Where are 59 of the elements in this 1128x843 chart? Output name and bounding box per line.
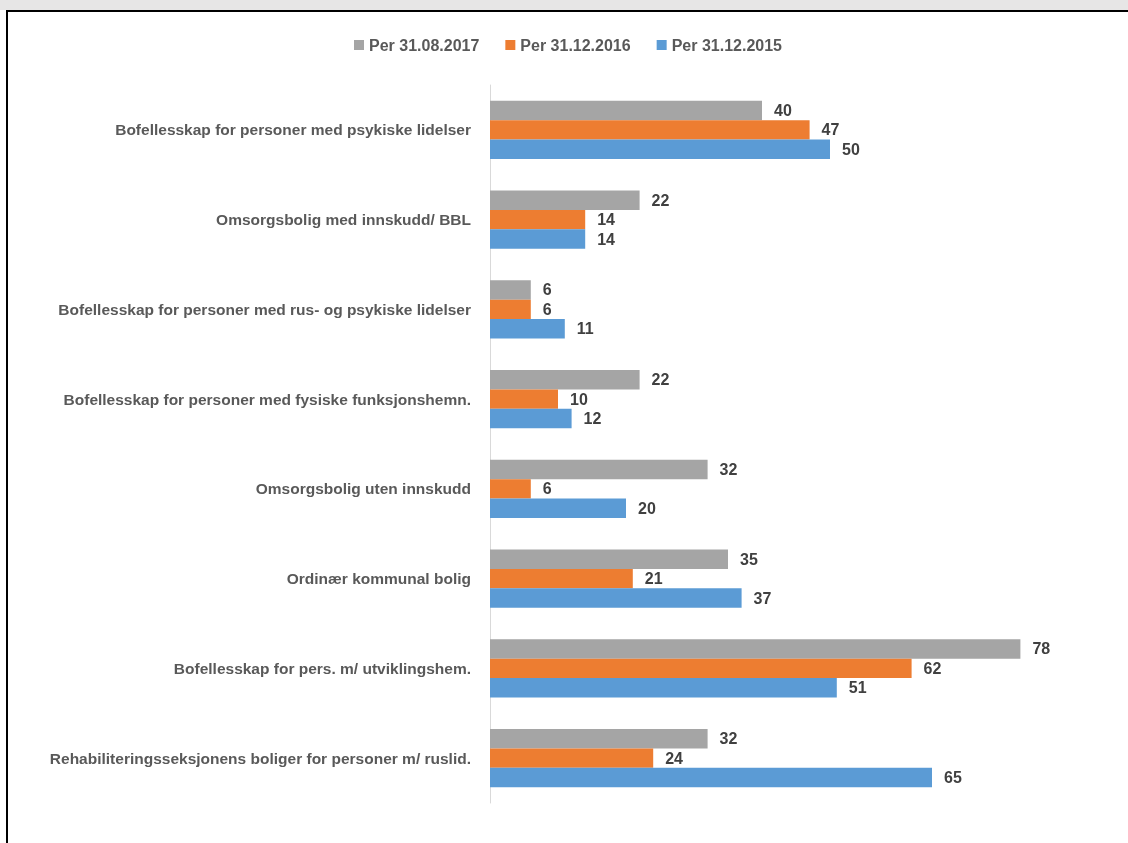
legend-label: Per 31.12.2015 [671,36,783,54]
data-label: 62 [923,659,942,677]
bar [490,459,708,480]
data-label: 24 [665,749,684,767]
data-label: 32 [719,730,738,748]
data-label: 14 [597,230,616,248]
data-label: 11 [576,320,594,338]
data-label: 47 [821,121,840,139]
data-label: 20 [638,499,656,517]
data-label: 6 [542,281,552,299]
bar [490,498,626,519]
data-label: 14 [597,211,616,229]
bar [490,139,830,160]
legend-label: Per 31.12.2016 [520,36,631,54]
bar [490,229,586,249]
data-label: 65 [944,769,962,787]
bar [490,408,572,429]
bar [490,120,810,140]
y-tick-label: Bofellesskap for personer med rus- og psykiske lidelser [58,300,471,318]
y-tick-label: Bofellesskap for personer med psykiske lidelser [115,121,471,139]
bar [490,549,728,569]
bar [490,369,640,390]
y-tick-label: Omsorgsbolig uten innskudd [255,480,471,498]
data-label: 22 [651,371,670,389]
data-label: 50 [842,140,860,158]
bar [490,588,742,608]
bar [490,319,565,339]
y-tick-label: Rehabiliteringsseksjonens boliger for personer m/ ruslid. [49,749,471,767]
data-label: 6 [542,300,552,318]
bar [490,100,762,121]
bar [490,728,708,749]
y-tick-label: Bofellesskap for personer med fysiske funksjonshemn. [63,390,471,408]
bar [490,568,633,589]
data-label: 40 [774,101,792,119]
bar [490,479,531,499]
data-label: 32 [719,460,738,478]
data-label: 10 [570,390,588,408]
data-label: 35 [740,550,758,568]
bar [490,299,531,320]
y-tick-label: Bofellesskap for pers. m/ utviklingshem. [173,659,471,677]
data-label: 12 [583,410,602,428]
bar [490,389,558,409]
data-label: 22 [651,191,670,209]
bar [490,280,531,300]
bar [490,639,1021,659]
y-tick-label: Omsorgsbolig med innskudd/ BBL [216,211,471,229]
data-label: 37 [753,589,772,607]
legend-label: Per 31.08.2017 [369,36,480,54]
y-tick-label: Ordinær kommunal bolig [286,570,471,588]
bar [490,748,654,768]
bar [490,209,586,230]
data-label: 78 [1032,640,1051,658]
bar [490,658,912,679]
bar [490,678,837,698]
bar [490,767,932,788]
data-label: 21 [644,570,663,588]
data-label: 51 [848,679,867,697]
bar [490,190,640,210]
data-label: 6 [542,480,552,498]
